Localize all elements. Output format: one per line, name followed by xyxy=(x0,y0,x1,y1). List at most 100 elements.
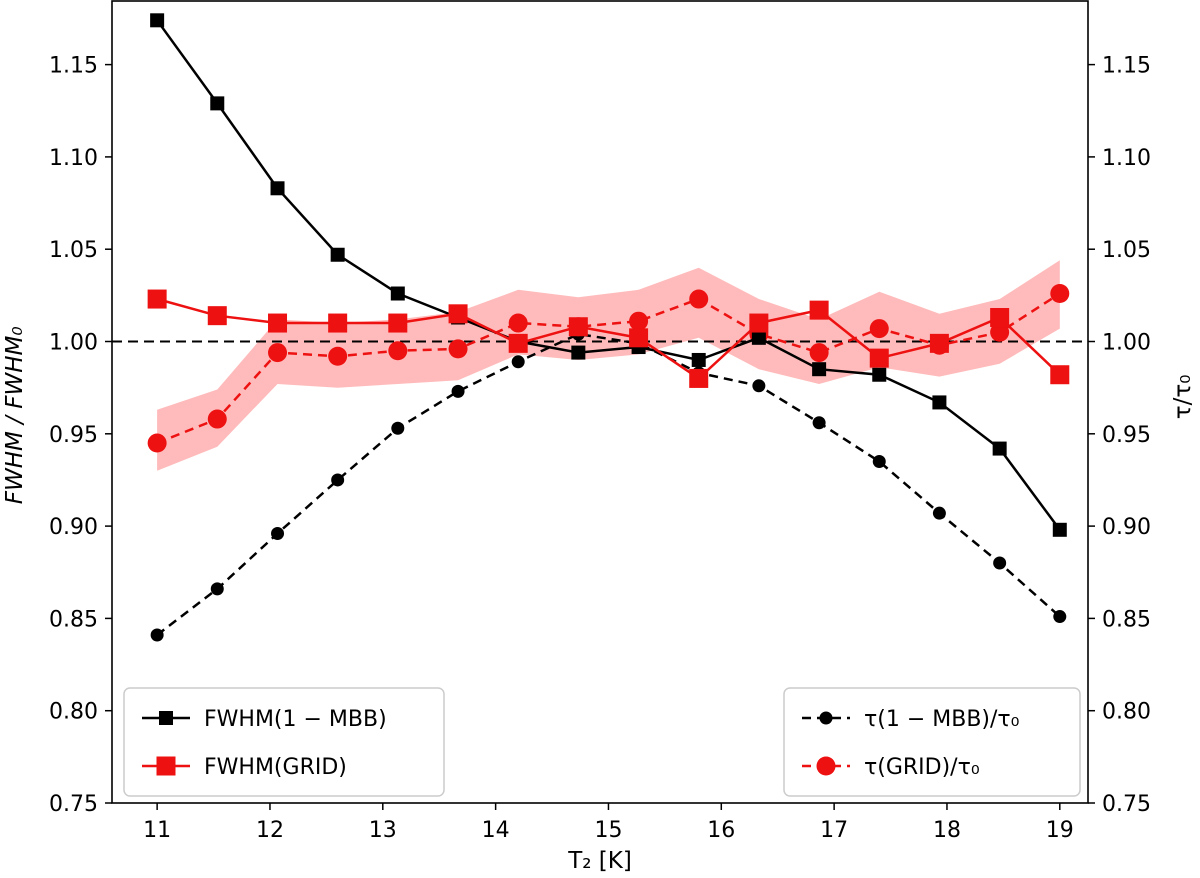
data-point xyxy=(271,526,285,540)
y-tick-label-left: 1.00 xyxy=(49,331,98,356)
legend-tau: τ(1 − MBB)/τ₀ τ(GRID)/τ₀ xyxy=(783,687,1081,797)
y-axis-label-right: τ/τ₀ xyxy=(1170,375,1196,420)
data-point xyxy=(932,395,947,410)
y-tick-label-right: 0.90 xyxy=(1102,515,1151,540)
data-point xyxy=(812,416,826,430)
x-tick-label: 14 xyxy=(482,818,510,843)
data-point xyxy=(749,313,769,333)
data-point xyxy=(451,384,465,398)
data-point xyxy=(990,322,1010,342)
legend-marker xyxy=(156,756,176,776)
legend-label: τ(GRID)/τ₀ xyxy=(864,755,980,780)
data-point xyxy=(1050,365,1070,385)
data-point xyxy=(1053,610,1067,624)
data-point xyxy=(147,289,167,309)
legend-entry: τ(1 − MBB)/τ₀ xyxy=(802,707,1020,732)
series-1 xyxy=(147,289,1070,388)
data-point xyxy=(391,421,405,435)
data-point xyxy=(872,454,886,468)
legend-marker xyxy=(816,756,836,776)
y-tick-label-left: 0.80 xyxy=(49,700,98,725)
legend-entry: FWHM(GRID) xyxy=(142,755,347,780)
y-tick-label-right: 0.80 xyxy=(1102,700,1151,725)
data-point xyxy=(210,96,225,111)
plot-frame xyxy=(111,0,1089,804)
data-point xyxy=(809,300,829,320)
data-point xyxy=(331,473,345,487)
data-point xyxy=(629,311,649,331)
legend-box xyxy=(123,687,445,797)
y-tick-label-right: 1.15 xyxy=(1102,54,1151,79)
data-point xyxy=(929,333,949,353)
data-point xyxy=(872,367,887,382)
legend-label: τ(1 − MBB)/τ₀ xyxy=(864,707,1020,732)
y-tick-label-left: 0.85 xyxy=(49,607,98,632)
legend-marker xyxy=(159,711,173,725)
legend-label: FWHM(1 − MBB) xyxy=(204,707,387,732)
legend-label: FWHM(GRID) xyxy=(204,755,347,780)
series-line xyxy=(156,19,1061,531)
data-point xyxy=(390,286,405,301)
data-point xyxy=(990,308,1010,328)
data-point xyxy=(571,345,586,360)
data-point xyxy=(689,289,709,309)
x-tick-label: 11 xyxy=(143,818,171,843)
x-tick-label: 18 xyxy=(933,818,961,843)
data-point xyxy=(207,409,227,429)
data-point xyxy=(207,306,227,326)
series-0 xyxy=(150,13,1067,537)
y-tick-label-left: 0.95 xyxy=(49,423,98,448)
data-point xyxy=(268,343,288,363)
data-point xyxy=(752,379,766,393)
legend-entry: τ(GRID)/τ₀ xyxy=(802,755,980,780)
data-point xyxy=(751,330,766,345)
data-point xyxy=(270,181,285,196)
y-tick-label-right: 1.05 xyxy=(1102,238,1151,263)
data-point xyxy=(869,348,889,368)
data-point xyxy=(388,313,408,333)
data-point xyxy=(508,333,528,353)
data-point xyxy=(992,441,1007,456)
data-point xyxy=(511,355,525,369)
data-point xyxy=(388,341,408,361)
y-tick-label-right: 1.00 xyxy=(1102,331,1151,356)
data-point xyxy=(150,13,165,28)
data-point xyxy=(993,556,1007,570)
ticks-layer: 11 12 13 14 15 16 17 18 19 0.75 0.75 0.80 0.80 0.85 0.… xyxy=(49,54,1151,843)
x-axis-label: T₂ [K] xyxy=(567,848,632,874)
data-point xyxy=(869,319,889,339)
data-point xyxy=(1050,284,1070,304)
y-tick-label-right: 0.95 xyxy=(1102,423,1151,448)
x-tick-label: 15 xyxy=(594,818,622,843)
y-axis-label-left: FWHM / FWHM₀ xyxy=(2,326,28,504)
data-point xyxy=(147,433,167,453)
x-tick-label: 13 xyxy=(369,818,397,843)
data-point xyxy=(330,247,345,262)
y-tick-label-right: 0.85 xyxy=(1102,607,1151,632)
legend-entry: FWHM(1 − MBB) xyxy=(142,707,387,732)
data-point xyxy=(268,313,288,333)
data-point xyxy=(689,368,709,388)
data-point xyxy=(328,313,348,333)
data-point xyxy=(448,339,468,359)
legend-fwhm: FWHM(1 − MBB) FWHM(GRID) xyxy=(123,687,445,797)
data-point xyxy=(1052,522,1067,537)
data-point xyxy=(508,313,528,333)
y-tick-label-left: 1.10 xyxy=(49,146,98,171)
data-point xyxy=(932,506,946,520)
x-tick-label: 16 xyxy=(707,818,735,843)
data-point xyxy=(150,628,164,642)
legend-marker xyxy=(819,711,833,725)
y-tick-label-left: 1.05 xyxy=(49,238,98,263)
data-point xyxy=(629,328,649,348)
data-point xyxy=(812,362,827,377)
data-point xyxy=(691,352,706,367)
y-tick-label-left: 1.15 xyxy=(49,54,98,79)
uncertainty-band xyxy=(157,260,1060,471)
x-tick-label: 17 xyxy=(820,818,848,843)
data-point xyxy=(448,304,468,324)
data-point xyxy=(210,582,224,596)
series-line xyxy=(156,332,1061,636)
x-tick-label: 19 xyxy=(1046,818,1074,843)
